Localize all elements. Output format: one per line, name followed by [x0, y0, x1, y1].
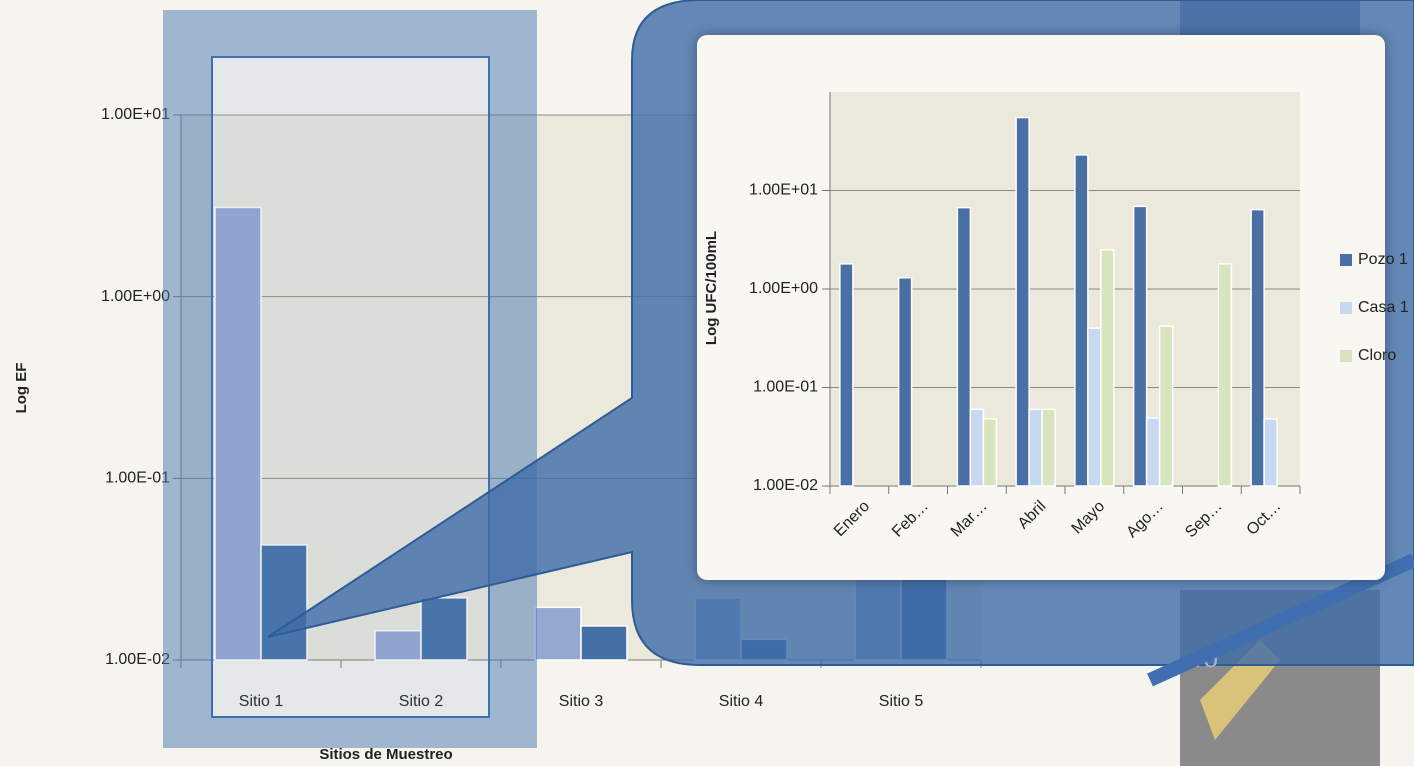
x-tick-label: Sitio 5 [879, 693, 924, 710]
y-tick-label: 1.00E-01 [753, 379, 818, 396]
bar [982, 418, 998, 487]
x-tick-label: Sitio 1 [239, 693, 284, 710]
bar [534, 606, 582, 661]
bar [374, 629, 422, 661]
bar [420, 597, 468, 661]
x-tick-label: Sitio 2 [399, 693, 444, 710]
legend-label: Pozo 1 [1358, 251, 1408, 268]
bar [1100, 249, 1115, 487]
bar [214, 206, 262, 661]
bar [956, 206, 972, 487]
y-tick-label: 1.00E-02 [105, 651, 170, 668]
bar [839, 263, 854, 487]
bar [1087, 327, 1102, 487]
y-tick-label: 1.00E+00 [749, 280, 818, 297]
y-tick-label: 1.00E+01 [749, 182, 818, 199]
x-tick-label: Sitio 3 [559, 693, 604, 710]
bar [1250, 208, 1265, 487]
y-tick-label: 1.00E+01 [101, 106, 170, 123]
bar [1132, 205, 1148, 487]
y-tick-label: 1.00E-02 [753, 477, 818, 494]
bar [1028, 408, 1043, 487]
legend-swatch [1340, 350, 1352, 362]
bar [1041, 408, 1056, 487]
legend-label: Cloro [1358, 347, 1396, 364]
legend-swatch [1340, 254, 1352, 266]
bar [969, 408, 985, 487]
bar [1217, 263, 1233, 487]
legend-swatch [1340, 302, 1352, 314]
bar [1158, 325, 1174, 487]
y-tick-label: 1.00E+00 [101, 288, 170, 305]
bar [580, 625, 628, 661]
bar [1145, 417, 1161, 487]
y-axis-title: Log UFC/100mL [703, 231, 720, 345]
x-tick-label: Sitio 4 [719, 693, 764, 710]
bar [1015, 116, 1030, 487]
highlight-frame [163, 10, 537, 748]
bar [1074, 154, 1089, 487]
y-tick-label: 1.00E-01 [105, 470, 170, 487]
bar [1263, 418, 1278, 487]
bar [897, 277, 913, 487]
x-axis-title: Sitios de Muestreo [319, 746, 452, 763]
legend-label: Casa 1 [1358, 299, 1409, 316]
bar [260, 544, 308, 661]
y-axis-title: Log EF [13, 363, 30, 414]
